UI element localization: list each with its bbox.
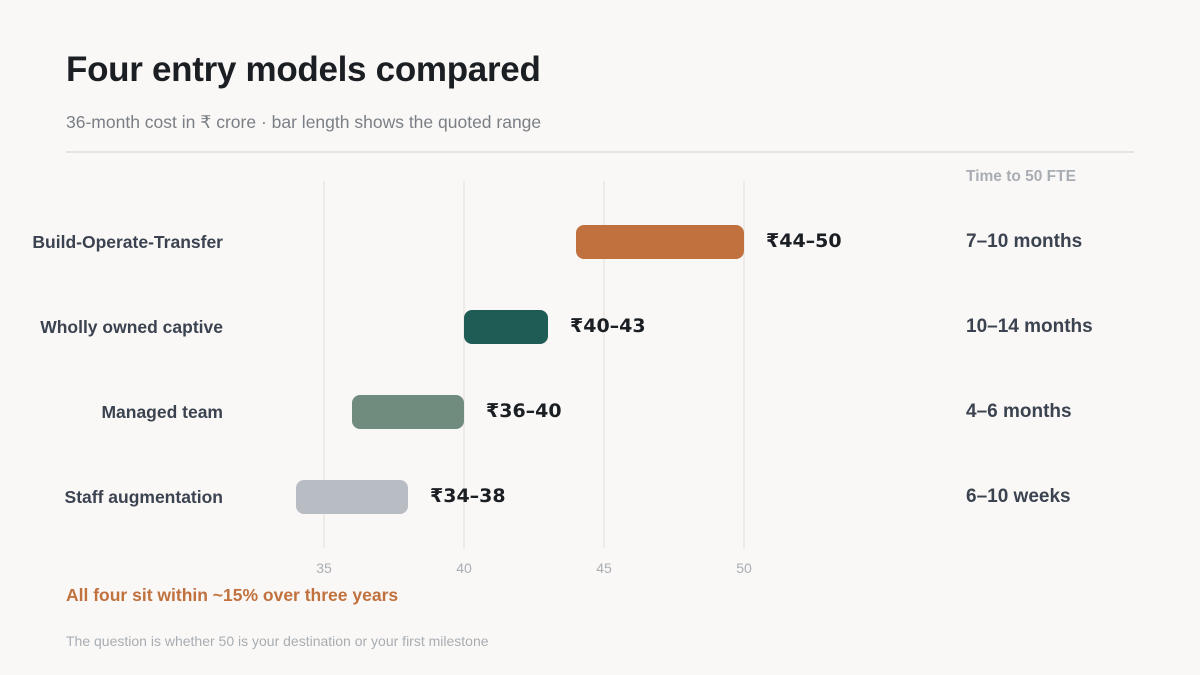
chart-subtitle: 36-month cost in ₹ crore · bar length sh… [66,112,542,132]
value-label: ₹36–40 [486,400,562,422]
range-bar [464,310,548,344]
value-label: ₹40–43 [570,315,646,337]
x-tick-label: 50 [736,560,752,576]
category-label: Managed team [101,402,223,422]
value-label: ₹34–38 [430,485,506,507]
category-label: Wholly owned captive [40,317,223,337]
x-tick-label: 45 [596,560,612,576]
x-tick-label: 40 [456,560,472,576]
chart-title: Four entry models compared [66,50,541,89]
time-to-50-fte-label: 6–10 weeks [966,486,1071,507]
header-divider [66,151,1134,153]
category-label: Staff augmentation [65,487,223,507]
x-tick-label: 35 [316,560,332,576]
time-to-50-fte-label: 10–14 months [966,316,1093,337]
value-label: ₹44–50 [766,230,842,252]
time-column-header: Time to 50 FTE [966,168,1076,185]
callout-text: All four sit within ~15% over three year… [66,585,399,605]
range-bar [352,395,464,429]
range-bar [296,480,408,514]
category-label: Build-Operate-Transfer [32,232,223,252]
footnote-text: The question is whether 50 is your desti… [66,633,489,649]
range-bar [576,225,744,259]
time-to-50-fte-label: 4–6 months [966,401,1072,422]
time-to-50-fte-label: 7–10 months [966,231,1082,252]
